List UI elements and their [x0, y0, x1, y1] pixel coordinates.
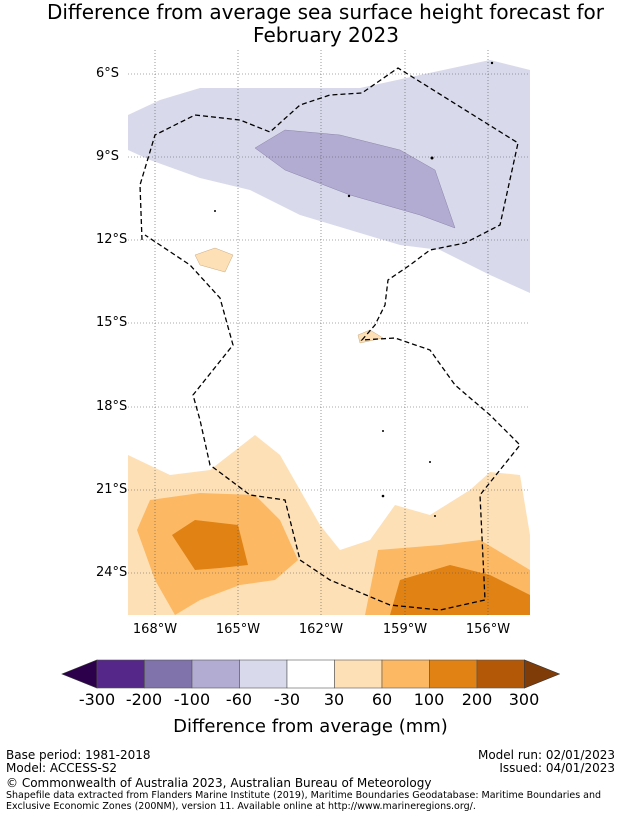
colorbar-segment	[429, 659, 478, 689]
colorbar-segment	[144, 659, 193, 689]
lat-label: 21°S	[96, 482, 128, 497]
colorbar-tick: -200	[125, 690, 163, 709]
colorbar-label: Difference from average (mm)	[173, 716, 448, 737]
colorbar-segment	[191, 659, 240, 689]
islands	[214, 61, 494, 517]
lat-label: 18°S	[96, 399, 128, 414]
issued-date: Issued: 04/01/2023	[499, 761, 615, 775]
colorbar	[61, 659, 560, 689]
colorbar-segment	[96, 659, 145, 689]
contour-100-200	[390, 565, 530, 615]
eez-boundary	[139, 67, 521, 611]
colorbar-segment	[381, 659, 430, 689]
lon-label: 165°W	[215, 622, 261, 637]
contour-30-60-patch	[194, 247, 234, 273]
lat-label: 15°S	[96, 315, 128, 330]
colorbar-tick: -300	[78, 690, 116, 709]
colorbar-segment	[334, 659, 383, 689]
model-run: Model run: 02/01/2023	[477, 748, 615, 762]
lon-label: 159°W	[382, 622, 428, 637]
colorbar-tick: 200	[461, 690, 493, 709]
colorbar-segment	[286, 659, 335, 689]
colorbar-segment	[476, 659, 525, 689]
colorbar-tick: -60	[225, 690, 253, 709]
map	[128, 50, 530, 615]
title-line-1: Difference from average sea surface heig…	[46, 0, 605, 24]
colorbar-extend-low	[61, 659, 98, 689]
title-line-2: February 2023	[253, 23, 399, 47]
colorbar-tick: 300	[508, 690, 540, 709]
copyright: © Commonwealth of Australia 2023, Austra…	[6, 776, 432, 790]
lat-label: 9°S	[96, 149, 120, 164]
colorbar-tick: -100	[173, 690, 211, 709]
source-note-1: Shapefile data extracted from Flanders M…	[6, 790, 602, 801]
colorbar-extend-high	[524, 659, 560, 689]
colorbar-tick: 30	[323, 690, 345, 709]
lon-label: 168°W	[132, 622, 178, 637]
colorbar-tick: 60	[371, 690, 393, 709]
source-note-2: Exclusive Economic Zones (200NM), versio…	[6, 801, 476, 812]
lat-label: 12°S	[96, 232, 128, 247]
colorbar-segment	[239, 659, 288, 689]
base-period: Base period: 1981-2018	[6, 748, 151, 762]
colorbar-tick: 100	[413, 690, 445, 709]
colorbar-tick: -30	[273, 690, 301, 709]
contour-30-60-patch	[357, 329, 384, 344]
contour-100-200	[172, 520, 248, 570]
lon-label: 156°W	[465, 622, 511, 637]
lat-label: 24°S	[96, 565, 128, 580]
gridlines	[128, 50, 530, 615]
lon-label: 162°W	[298, 622, 344, 637]
model-name: Model: ACCESS-S2	[6, 761, 118, 775]
lat-label: 6°S	[96, 66, 120, 81]
